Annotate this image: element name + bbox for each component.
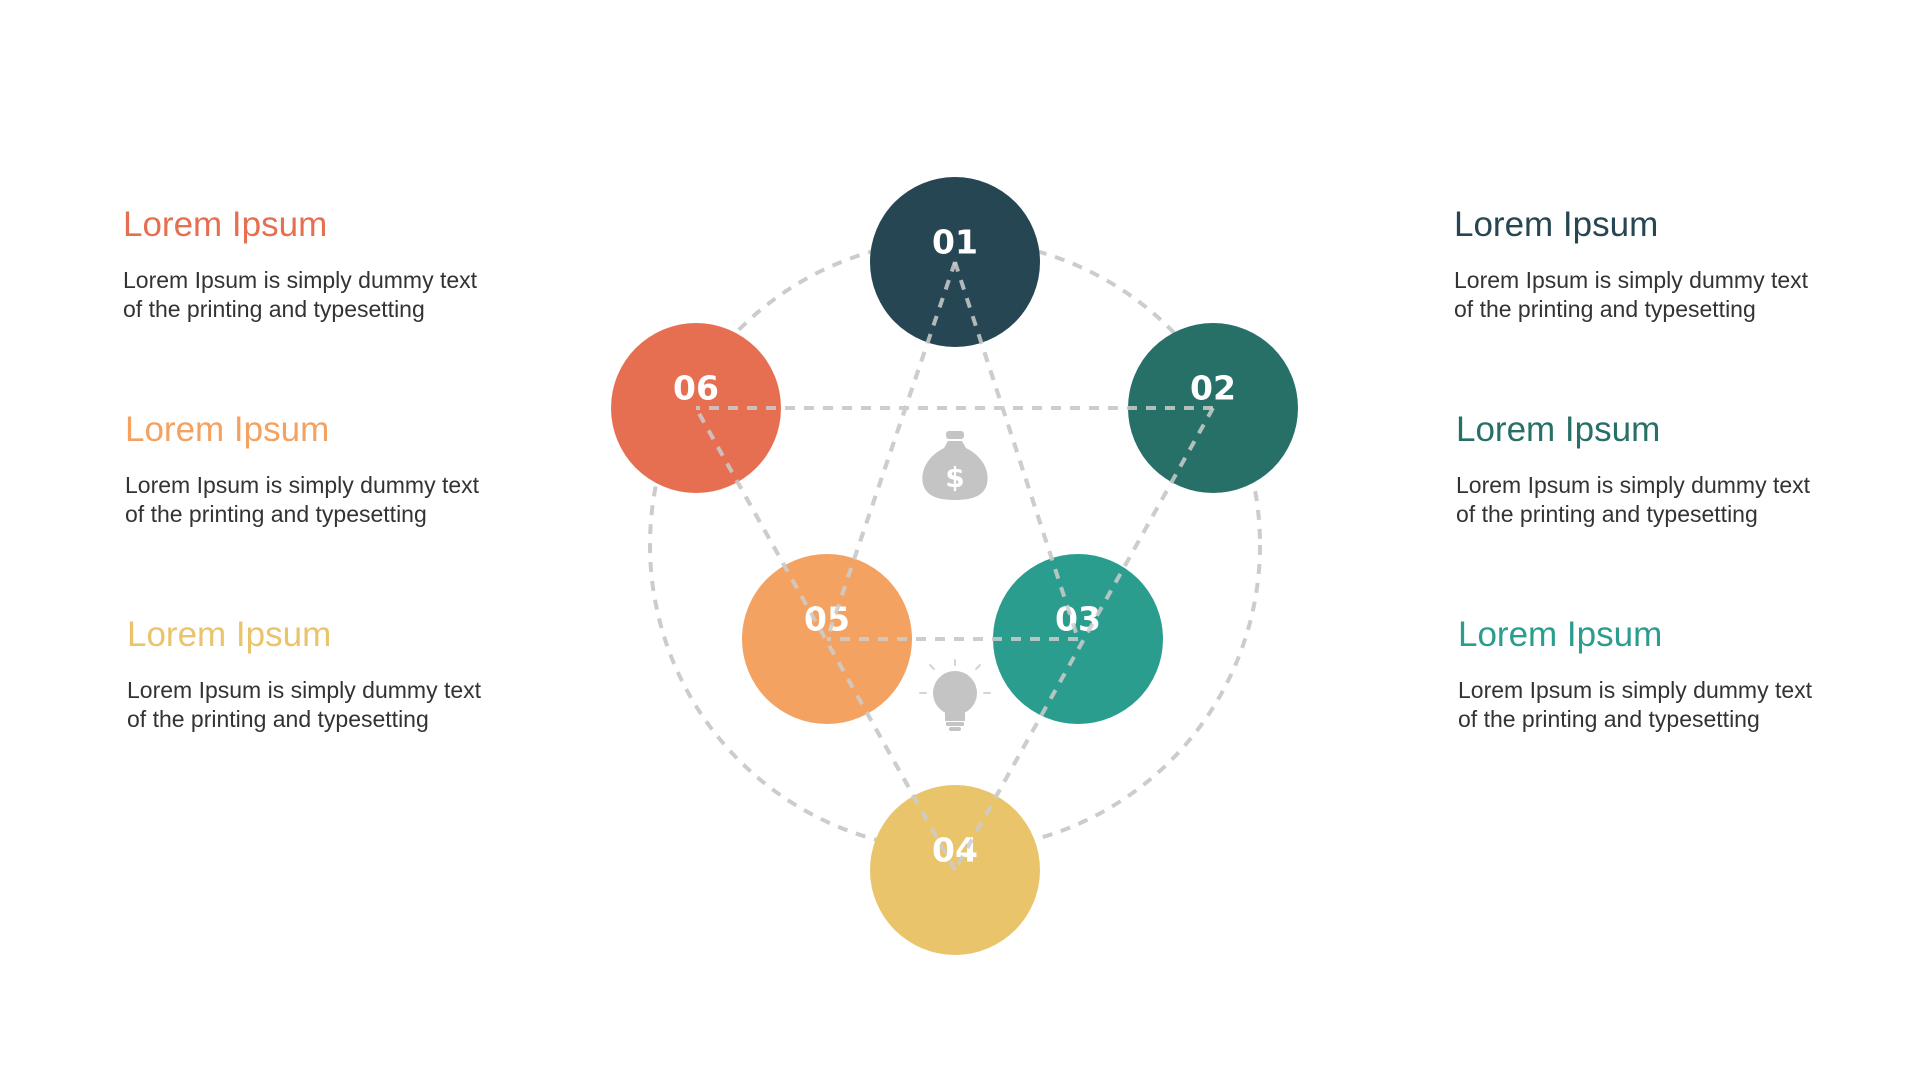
block-body-line: Lorem Ipsum is simply dummy text xyxy=(1458,677,1813,703)
connector-line-overlay xyxy=(825,261,957,640)
block-title: Lorem Ipsum xyxy=(125,410,330,449)
block-body: Lorem Ipsum is simply dummy text of the … xyxy=(1454,266,1874,324)
block-title: Lorem Ipsum xyxy=(127,615,332,654)
diagram-nodes: 01 02 03 04 05 06 xyxy=(611,177,1298,955)
block-body-line: Lorem Ipsum is simply dummy text xyxy=(127,677,482,703)
lightbulb-icon xyxy=(919,659,991,731)
block-body: Lorem Ipsum is simply dummy text of the … xyxy=(1456,471,1876,529)
block-body-line: Lorem Ipsum is simply dummy text xyxy=(1456,472,1811,498)
text-block-01: Lorem Ipsum Lorem Ipsum is simply dummy … xyxy=(1454,204,1874,324)
block-body: Lorem Ipsum is simply dummy text of the … xyxy=(127,676,547,734)
block-body: Lorem Ipsum is simply dummy text of the … xyxy=(1458,676,1878,734)
text-block-05: Lorem Ipsum Lorem Ipsum is simply dummy … xyxy=(125,409,545,529)
node-label: 03 xyxy=(1055,600,1101,639)
block-body-line: of the printing and typesetting xyxy=(127,706,429,732)
connector-line-overlay xyxy=(694,407,957,871)
svg-text:$: $ xyxy=(945,461,964,494)
connector-line-overlay xyxy=(953,261,1080,640)
text-block-03: Lorem Ipsum Lorem Ipsum is simply dummy … xyxy=(1458,614,1878,734)
block-body-line: of the printing and typesetting xyxy=(1458,706,1760,732)
block-title: Lorem Ipsum xyxy=(1458,615,1663,654)
node-label: 02 xyxy=(1190,369,1236,408)
text-block-04: Lorem Ipsum Lorem Ipsum is simply dummy … xyxy=(127,614,547,734)
block-body-line: of the printing and typesetting xyxy=(123,296,425,322)
node-label: 01 xyxy=(932,223,978,262)
block-body-line: Lorem Ipsum is simply dummy text xyxy=(123,267,478,293)
block-body-line: Lorem Ipsum is simply dummy text xyxy=(1454,267,1809,293)
connector-line-overlay xyxy=(953,407,1215,871)
block-body: Lorem Ipsum is simply dummy text of the … xyxy=(125,471,545,529)
block-title: Lorem Ipsum xyxy=(1456,410,1661,449)
node-label: 06 xyxy=(673,369,719,408)
block-title: Lorem Ipsum xyxy=(123,205,328,244)
center-icons: $ xyxy=(919,431,991,731)
block-body-line: of the printing and typesetting xyxy=(1456,501,1758,527)
text-block-06: Lorem Ipsum Lorem Ipsum is simply dummy … xyxy=(123,204,543,324)
money-bag-icon: $ xyxy=(922,431,988,500)
block-body-line: Lorem Ipsum is simply dummy text xyxy=(125,472,480,498)
node-label: 04 xyxy=(932,831,978,870)
block-body-line: of the printing and typesetting xyxy=(1454,296,1756,322)
text-block-02: Lorem Ipsum Lorem Ipsum is simply dummy … xyxy=(1456,409,1876,529)
block-body-line: of the printing and typesetting xyxy=(125,501,427,527)
node-label: 05 xyxy=(804,600,850,639)
block-title: Lorem Ipsum xyxy=(1454,205,1659,244)
block-body: Lorem Ipsum is simply dummy text of the … xyxy=(123,266,543,324)
